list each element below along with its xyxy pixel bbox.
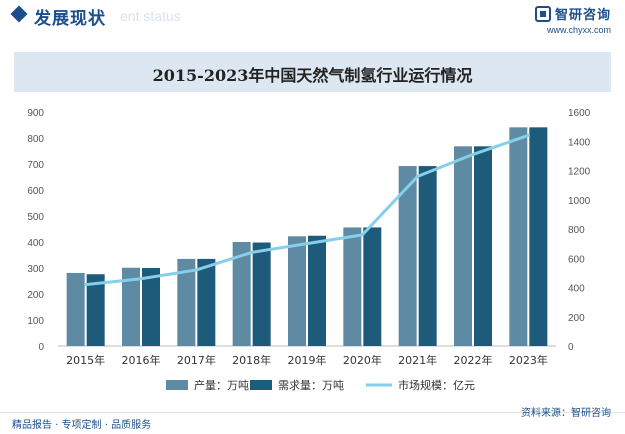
diamond-icon [10, 5, 28, 23]
legend-label: 市场规模：亿元 [398, 378, 475, 392]
y-left-tick-label: 300 [27, 264, 44, 275]
brand: 智研咨询 www.chyxx.com [534, 4, 611, 35]
legend-swatch [166, 380, 188, 390]
bar-production [454, 146, 472, 346]
y-left-tick-label: 900 [27, 108, 44, 119]
legend-swatch [250, 380, 272, 390]
chart-title-bar: 2015-2023年中国天然气制氢行业运行情况 [14, 52, 611, 92]
footer-slogan: 精品报告 · 专项定制 · 品质服务 [12, 420, 152, 431]
bar-production [343, 227, 362, 346]
y-left-tick-label: 500 [27, 212, 44, 223]
section-title: 发展现状 [34, 9, 106, 29]
y-left-tick-label: 200 [27, 290, 44, 301]
y-right-tick-label: 600 [568, 254, 585, 265]
bar-demand [474, 146, 492, 346]
header: 发展现状 ent status 智研咨询 www.chyxx.com [0, 0, 625, 35]
point-market-size [250, 250, 254, 254]
y-right-tick-label: 1400 [568, 137, 591, 148]
bar-production [177, 258, 196, 346]
bar-production [398, 166, 417, 346]
bar-production [66, 272, 85, 346]
legend-label: 需求量：万吨 [278, 379, 344, 392]
y-right-tick-label: 800 [568, 225, 585, 236]
y-right-tick-label: 200 [568, 313, 585, 324]
point-market-size [194, 268, 198, 272]
x-tick-label: 2018年 [232, 353, 271, 367]
y-right-tick-label: 1000 [568, 196, 591, 207]
y-left-tick-label: 700 [27, 160, 44, 171]
bar-demand [86, 274, 105, 346]
y-right-tick-label: 400 [568, 284, 585, 295]
y-right-tick-label: 1200 [568, 167, 591, 178]
bar-production [232, 242, 251, 346]
bar-demand [308, 235, 326, 346]
y-left-tick-label: 0 [38, 342, 44, 353]
section-subtitle: ent status [120, 8, 181, 24]
y-left-tick-label: 100 [27, 316, 44, 327]
x-tick-label: 2016年 [122, 353, 161, 367]
point-market-size [139, 277, 143, 281]
bar-demand [418, 166, 437, 346]
footer-source: 资料来源：智研咨询 [521, 408, 611, 419]
y-left-tick-label: 800 [27, 134, 44, 145]
bar-demand [142, 268, 160, 346]
y-right-tick-label: 0 [568, 342, 574, 353]
brand-url: www.chyxx.com [546, 25, 611, 35]
x-tick-label: 2021年 [398, 353, 437, 367]
point-market-size [526, 133, 530, 137]
bar-demand [529, 127, 548, 346]
x-tick-label: 2017年 [177, 353, 216, 367]
x-tick-label: 2022年 [454, 353, 493, 367]
bar-production [509, 127, 528, 346]
bar-demand [252, 242, 271, 346]
bar-demand [197, 258, 216, 346]
x-tick-label: 2019年 [288, 353, 327, 367]
bar-production [288, 236, 306, 346]
brand-name: 智研咨询 [554, 8, 611, 23]
chart-area: 0 100 200 300 400 500 600 700 800 900 0 200 400 600 80… [27, 108, 591, 392]
point-market-size [360, 233, 364, 237]
y-right-tick-label: 1600 [568, 108, 591, 119]
y-left-tick-label: 600 [27, 186, 44, 197]
point-market-size [471, 152, 475, 157]
bar-demand [363, 227, 382, 346]
brand-logo-icon [534, 5, 551, 22]
y-left-tick-label: 400 [27, 238, 44, 249]
point-market-size [305, 242, 309, 246]
x-tick-label: 2015年 [66, 353, 105, 367]
x-tick-label: 2020年 [343, 353, 382, 367]
point-market-size [84, 282, 88, 287]
chart-title: 2015-2023年中国天然气制氢行业运行情况 [152, 66, 473, 85]
point-market-size [416, 174, 420, 178]
bar-production [122, 267, 140, 346]
footer-divider [0, 412, 625, 413]
x-tick-label: 2023年 [509, 353, 548, 367]
legend-label: 产量：万吨 [194, 378, 249, 392]
